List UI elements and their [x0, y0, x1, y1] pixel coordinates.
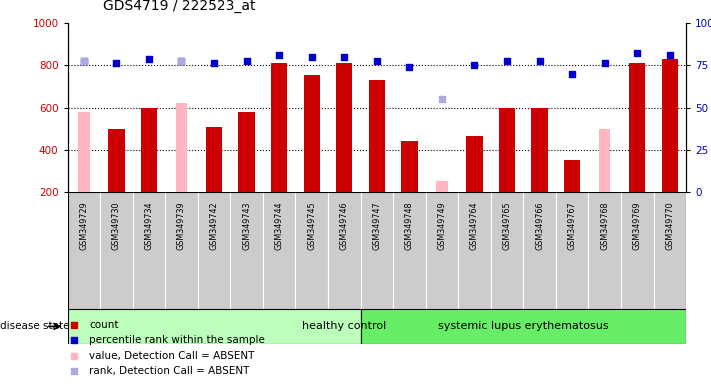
Bar	[564, 161, 580, 192]
Bar	[369, 80, 385, 192]
Bar	[360, 309, 686, 344]
Bar	[491, 192, 523, 309]
Bar	[108, 129, 124, 192]
Bar	[653, 192, 686, 309]
Text: rank, Detection Call = ABSENT: rank, Detection Call = ABSENT	[89, 366, 250, 376]
Point	[306, 54, 317, 60]
Text: GSM349742: GSM349742	[210, 201, 218, 250]
Point	[111, 60, 122, 66]
Bar	[458, 192, 491, 309]
Point	[437, 96, 448, 102]
Point	[664, 52, 675, 58]
Bar	[532, 108, 547, 192]
Bar	[198, 192, 230, 309]
Bar	[523, 192, 556, 309]
Text: healthy control: healthy control	[302, 321, 386, 331]
Text: GSM349770: GSM349770	[665, 201, 674, 250]
Bar	[141, 108, 157, 192]
Text: GSM349739: GSM349739	[177, 201, 186, 250]
Point	[274, 52, 285, 58]
Point	[567, 71, 578, 77]
Bar	[360, 192, 393, 309]
Bar	[589, 192, 621, 309]
Text: GSM349769: GSM349769	[633, 201, 642, 250]
Point	[176, 58, 187, 64]
Bar	[68, 192, 100, 309]
Text: GDS4719 / 222523_at: GDS4719 / 222523_at	[103, 0, 255, 13]
Bar	[328, 192, 360, 309]
Bar	[401, 141, 417, 192]
Bar	[133, 192, 165, 309]
Bar	[556, 192, 589, 309]
Text: GSM349730: GSM349730	[112, 201, 121, 250]
Bar	[426, 192, 458, 309]
Text: GSM349749: GSM349749	[437, 201, 447, 250]
Bar	[662, 59, 678, 192]
Point	[68, 338, 80, 344]
Text: GSM349729: GSM349729	[80, 201, 88, 250]
Point	[78, 58, 90, 64]
Text: GSM349743: GSM349743	[242, 201, 251, 250]
Text: percentile rank within the sample: percentile rank within the sample	[89, 336, 265, 346]
Text: GSM349734: GSM349734	[144, 201, 154, 250]
Point	[501, 58, 513, 64]
Point	[241, 58, 252, 64]
Point	[631, 50, 643, 56]
Text: value, Detection Call = ABSENT: value, Detection Call = ABSENT	[89, 351, 255, 361]
Bar	[304, 75, 320, 192]
Bar	[238, 112, 255, 192]
Bar	[68, 309, 360, 344]
Text: GSM349766: GSM349766	[535, 201, 544, 250]
Point	[534, 58, 545, 64]
Bar	[437, 182, 448, 192]
Bar	[296, 192, 328, 309]
Point	[371, 58, 383, 64]
Text: GSM349767: GSM349767	[567, 201, 577, 250]
Bar	[499, 108, 515, 192]
Text: GSM349746: GSM349746	[340, 201, 349, 250]
Point	[176, 58, 187, 64]
Bar	[271, 63, 287, 192]
Bar	[621, 192, 653, 309]
Bar	[100, 192, 133, 309]
Point	[404, 65, 415, 71]
Bar	[165, 192, 198, 309]
Text: GSM349745: GSM349745	[307, 201, 316, 250]
Text: systemic lupus erythematosus: systemic lupus erythematosus	[438, 321, 609, 331]
Bar	[263, 192, 296, 309]
Bar	[176, 103, 187, 192]
Bar	[599, 129, 611, 192]
Bar	[206, 127, 223, 192]
Point	[68, 368, 80, 374]
Point	[68, 353, 80, 359]
Text: GSM349747: GSM349747	[373, 201, 381, 250]
Text: count: count	[89, 320, 119, 330]
Bar	[393, 192, 426, 309]
Bar	[466, 136, 483, 192]
Text: GSM349768: GSM349768	[600, 201, 609, 250]
Point	[78, 58, 90, 64]
Bar	[336, 63, 353, 192]
Bar	[230, 192, 263, 309]
Text: GSM349748: GSM349748	[405, 201, 414, 250]
Point	[599, 60, 611, 66]
Point	[143, 56, 154, 62]
Point	[68, 322, 80, 328]
Text: GSM349764: GSM349764	[470, 201, 479, 250]
Bar	[78, 112, 90, 192]
Point	[338, 54, 350, 60]
Text: disease state: disease state	[0, 321, 70, 331]
Text: GSM349765: GSM349765	[503, 201, 511, 250]
Bar	[629, 63, 646, 192]
Point	[469, 62, 480, 68]
Point	[208, 60, 220, 66]
Text: GSM349744: GSM349744	[274, 201, 284, 250]
